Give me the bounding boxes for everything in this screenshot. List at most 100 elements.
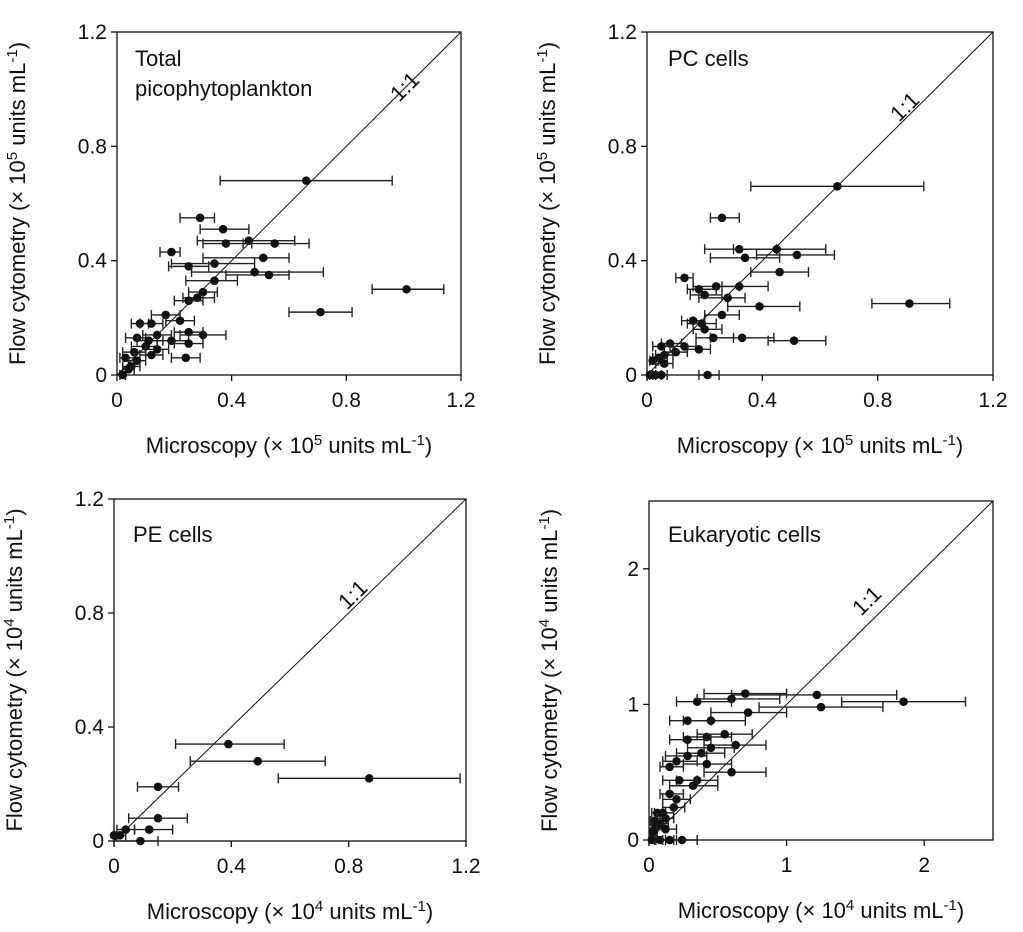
data-point [674,776,684,785]
data-point [121,353,130,363]
x-tick-label: 0.8 [332,389,361,412]
y-axis-label: Flow cytometry (× 104 units mL-1) [1,508,28,831]
panel-title: picophytoplankton [135,76,312,101]
data-point [700,324,709,334]
data-point [683,751,692,761]
y-tick-label: 1.2 [78,21,107,44]
data-point [672,757,681,766]
data-point [816,702,826,712]
data-point [665,762,674,772]
data-point [720,729,729,739]
data-point [775,267,784,277]
y-axis-label: Flow cytometry (× 105 units mL-1) [534,42,561,365]
x-axis-label: Microscopy (× 104 units mL-1) [147,898,433,925]
x-axis-label: Microscopy (× 104 units mL-1) [678,897,964,924]
data-point [688,781,698,791]
data-point [147,350,156,360]
one-to-one-line [113,498,467,842]
data-point [184,296,193,305]
panel-4: 1:1 0 1 2 0 1 2 Eukaryotic cells Microscopy (× 1… [536,500,994,924]
data-point [153,782,163,792]
data-point [665,835,674,845]
data-point [669,803,679,812]
data-point [316,307,325,317]
data-point [144,825,154,834]
data-point [195,213,205,223]
data-point [198,287,208,297]
y-tick-label: 0.8 [78,135,107,158]
data-point [683,716,692,725]
data-point [648,827,658,837]
data-point [258,253,268,263]
plot-frame [646,31,994,376]
data-point [740,253,750,263]
data-point [727,767,736,777]
data-point [657,370,666,380]
x-tick-label: 1 [781,854,793,877]
one-to-one-label: 1:1 [847,581,886,620]
panel-2: 1:1 0 0.4 0.8 1.2 0 0.4 0.8 1.2 PC cells Microscop… [534,21,1008,458]
data-point [683,735,692,744]
data-point [153,813,163,823]
data-point [680,273,689,283]
data-point [250,267,259,277]
data-point [132,356,142,366]
panel-title: Eukaryotic cells [668,522,821,547]
data-point [692,697,702,706]
x-tick-label: 0.4 [217,855,247,878]
data-point [192,293,202,303]
data-point [253,756,263,766]
data-point [717,310,727,320]
data-point [181,353,191,363]
data-point [109,831,119,840]
data-point [899,697,908,706]
x-tick-label: 0.4 [217,389,247,412]
plot-frame [116,31,462,376]
data-point [218,224,228,234]
one-to-one-line [116,31,462,376]
panel-3: 1:1 0 0.4 0.8 1.2 0 0.4 0.8 1.2 PE cells Microscop… [1,488,481,924]
data-point [688,316,698,325]
data-point [198,330,208,340]
x-tick-label: 0.8 [863,389,892,412]
data-point [184,339,193,348]
data-point [660,359,669,368]
plot-frame [113,498,467,842]
y-tick-label: 0.8 [75,602,104,625]
y-tick-label: 1.2 [608,21,637,44]
data-point [734,282,744,291]
panel-title: Total [135,46,181,71]
data-point [723,293,733,303]
data-point [175,316,185,325]
data-point [221,239,231,248]
data-point [812,690,822,700]
data-point [772,244,782,254]
x-tick-label: 0.4 [748,389,778,412]
data-point [184,327,193,337]
y-tick-label: 1 [627,693,639,716]
data-point [700,290,709,300]
data-point [792,250,802,260]
data-point [167,336,176,346]
data-point [224,739,233,749]
y-tick-label: 0.4 [608,250,638,273]
data-point [152,330,162,340]
y-tick-label: 0.8 [608,135,637,158]
data-point [694,284,704,294]
y-tick-label: 1.2 [75,488,104,511]
panel-1: 1:1 0 0.4 0.8 1.2 0 0.4 0.8 1.2 Total picophytopla… [4,21,476,458]
data-point [121,825,131,834]
y-tick-label: 0 [627,829,639,852]
data-point [210,276,219,285]
data-point [402,284,411,294]
data-point [671,347,681,357]
data-point [755,302,764,311]
one-to-one-label: 1:1 [333,575,372,614]
x-tick-label: 1.2 [451,855,480,878]
y-tick-label: 2 [627,558,639,581]
y-axis-label: Flow cytometry (× 105 units mL-1) [4,42,31,365]
data-point [703,370,712,380]
x-tick-label: 0 [111,389,123,412]
data-point [657,342,666,351]
